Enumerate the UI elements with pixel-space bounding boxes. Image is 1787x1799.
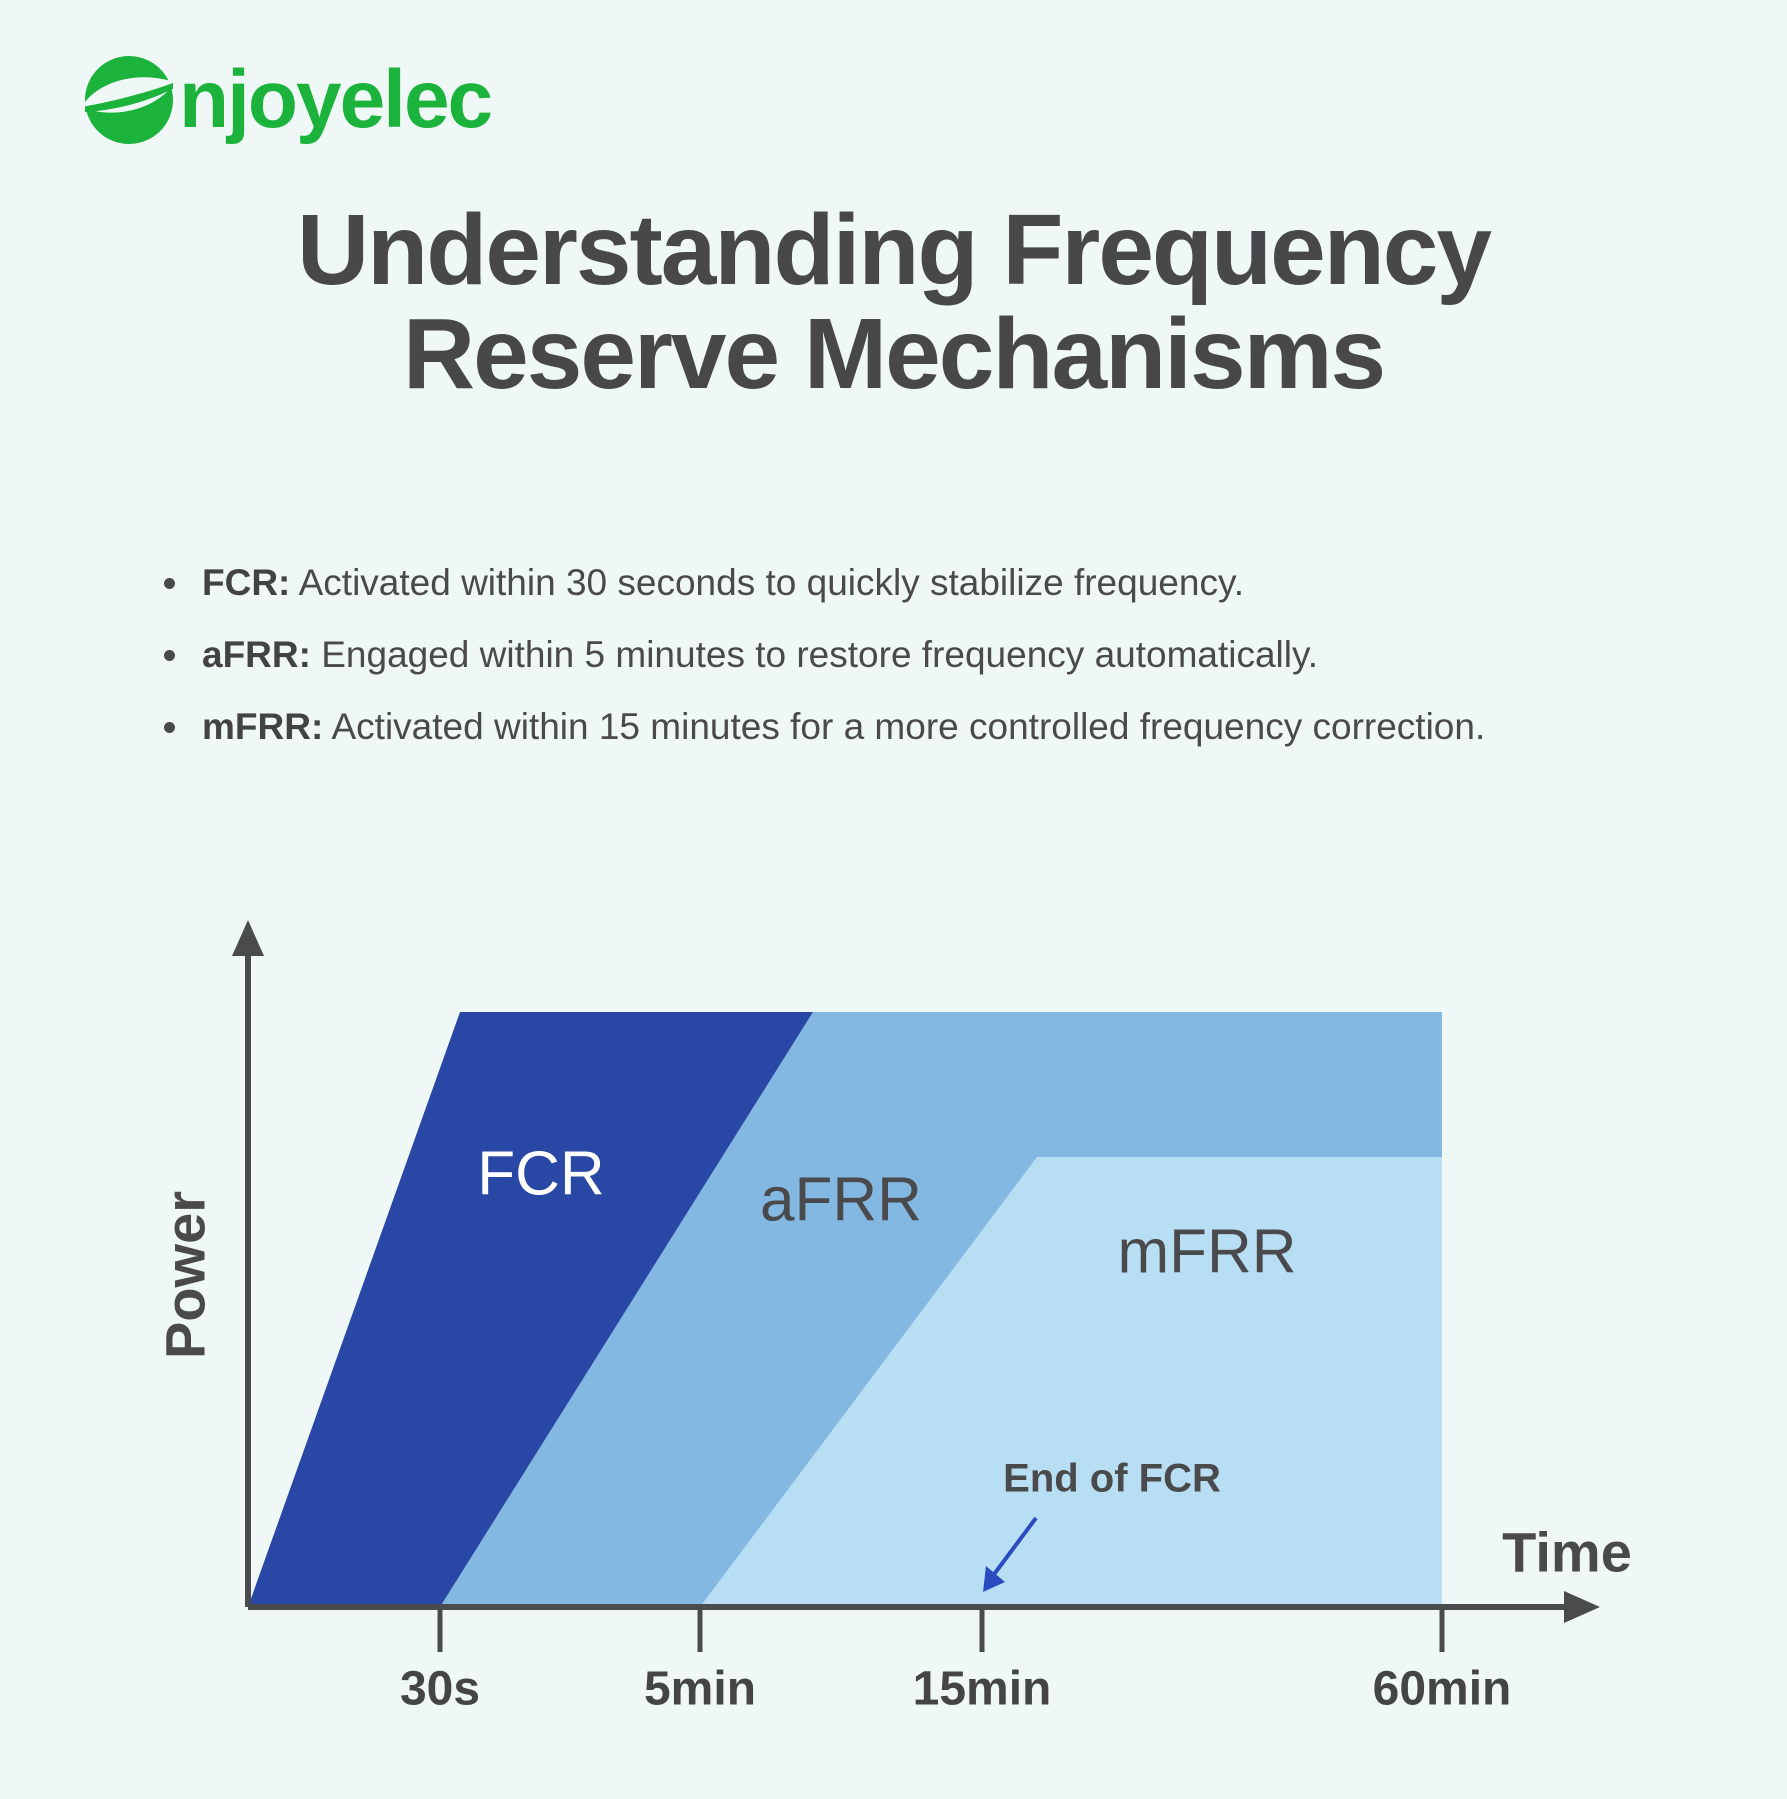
tick-label-60min: 60min	[1372, 1662, 1512, 1716]
bullet-dot-icon	[164, 650, 175, 661]
page-title-line1: Understanding Frequency	[296, 194, 1492, 306]
enjoyelec-leaf-e-icon	[85, 56, 173, 144]
fcr-region-label: FCR	[477, 1139, 605, 1209]
list-item: FCR: Activated within 30 seconds to quic…	[150, 547, 1550, 619]
tick-label-5min: 5min	[643, 1662, 757, 1716]
afrr-region	[440, 1012, 1442, 1607]
tick-label-30s: 30s	[399, 1662, 481, 1716]
bullet-dot-icon	[164, 578, 175, 589]
annotation-arrowhead-icon	[983, 1566, 1005, 1592]
bullet-text: Activated within 15 minutes for a more c…	[323, 706, 1486, 747]
bullet-term: FCR:	[202, 562, 291, 603]
bullet-term: mFRR:	[202, 706, 324, 747]
afrr-region-label: aFRR	[760, 1165, 922, 1235]
mfrr-region	[700, 1157, 1442, 1607]
logo: njoyelec	[85, 54, 493, 145]
bullet-text: Engaged within 5 minutes to restore freq…	[310, 634, 1319, 675]
page-title: Understanding Frequency Reserve Mechanis…	[0, 198, 1787, 406]
x-axis-label: Time	[1502, 1520, 1632, 1584]
y-axis-arrowhead-icon	[232, 920, 264, 956]
logo-text: njoyelec	[179, 54, 493, 145]
list-item: aFRR: Engaged within 5 minutes to restor…	[150, 619, 1550, 691]
bullet-list: FCR: Activated within 30 seconds to quic…	[150, 547, 1550, 763]
bullet-text: Activated within 30 seconds to quickly s…	[290, 562, 1244, 603]
page-title-line2: Reserve Mechanisms	[402, 298, 1386, 410]
annotation-arrow-line	[990, 1516, 1038, 1579]
x-axis-arrowhead-icon	[1564, 1591, 1600, 1623]
mfrr-region-label: mFRR	[1117, 1217, 1297, 1287]
fcr-region	[248, 1012, 813, 1607]
bullet-dot-icon	[164, 722, 175, 733]
tick-label-15min: 15min	[912, 1662, 1052, 1716]
end-of-fcr-annotation: End of FCR	[1003, 1456, 1221, 1501]
bullet-term: aFRR:	[202, 634, 311, 675]
y-axis-label: Power	[153, 1190, 217, 1360]
list-item: mFRR: Activated within 15 minutes for a …	[150, 691, 1550, 763]
